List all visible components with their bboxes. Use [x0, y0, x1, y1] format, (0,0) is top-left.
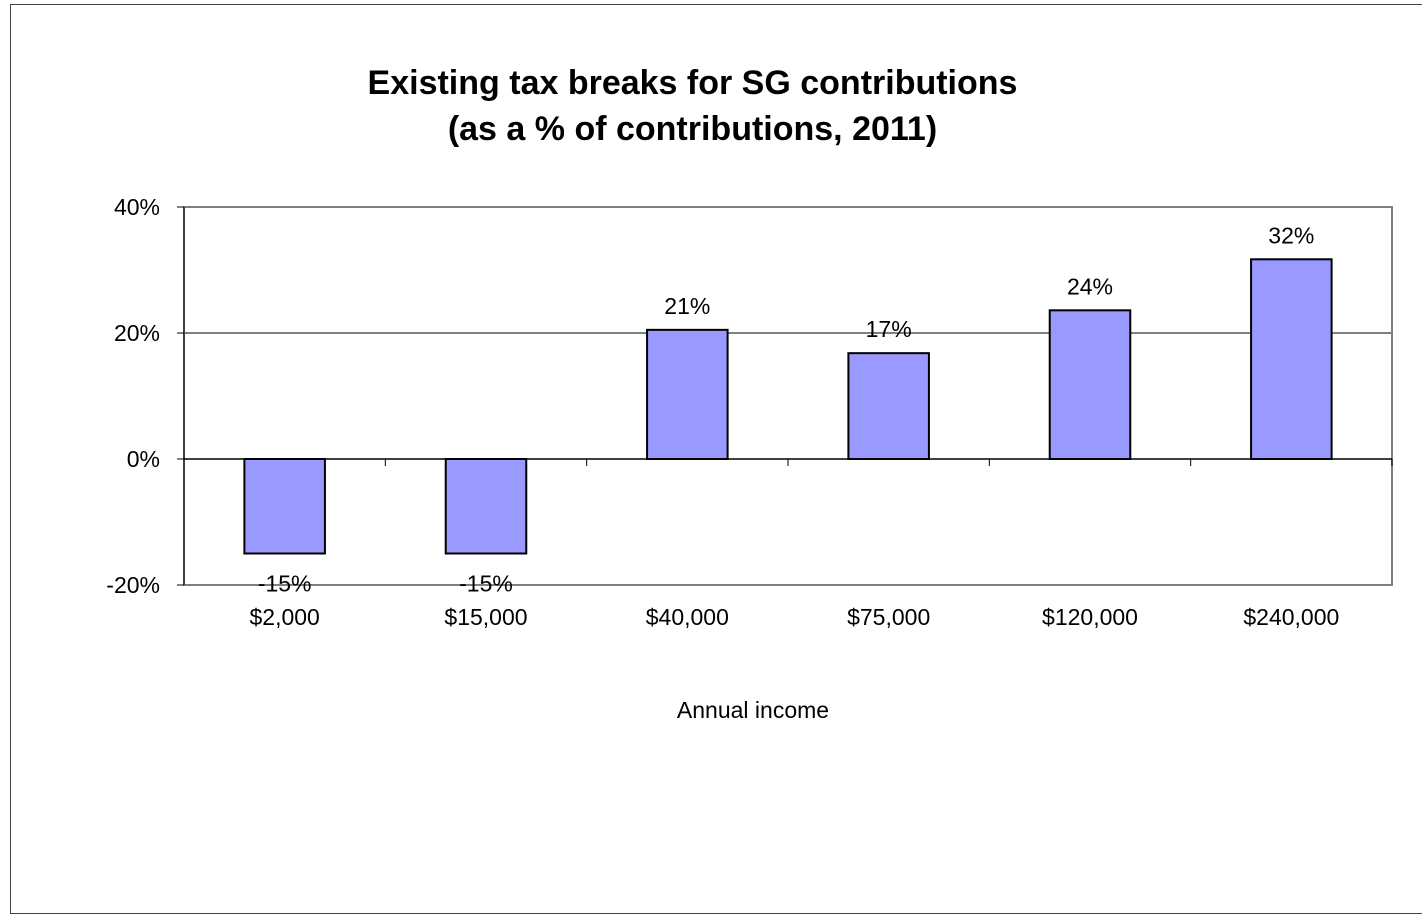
- bar-2000: [243, 458, 326, 555]
- gridlines: [184, 332, 1392, 460]
- x-tick-label: $2,000: [249, 604, 319, 630]
- bar-75000: [847, 352, 930, 460]
- y-tick-label: 20%: [114, 320, 160, 346]
- bar-240000: [1250, 258, 1333, 461]
- x-tick-label: $75,000: [847, 604, 930, 630]
- bars: [243, 258, 1333, 555]
- axes: -20% 0% 20% 40%: [106, 194, 1393, 598]
- y-tick-label: 40%: [114, 194, 160, 220]
- data-labels: $2,000 -15% $15,000 -15% $40,000 21% $75,000 17…: [249, 222, 1339, 630]
- x-tick-label: $240,000: [1243, 604, 1339, 630]
- data-label: 17%: [866, 316, 912, 342]
- x-tick-label: $120,000: [1042, 604, 1138, 630]
- y-tick-label: -20%: [106, 572, 160, 598]
- chart-title-block: Existing tax breaks for SG contributions…: [0, 60, 1385, 152]
- chart-subtitle: (as a % of contributions, 2011): [447, 110, 938, 148]
- bar-15000: [444, 458, 528, 555]
- y-tick-label: 0%: [127, 446, 160, 472]
- data-label: 32%: [1268, 222, 1314, 248]
- data-label: -15%: [459, 571, 513, 597]
- chart-title: Existing tax breaks for SG contributions: [367, 64, 1018, 102]
- bar-40000: [646, 328, 729, 460]
- plot-area-border: [183, 206, 1393, 586]
- data-label: 21%: [664, 293, 710, 319]
- x-tick-label: $15,000: [444, 604, 527, 630]
- x-axis-title: Annual income: [677, 697, 829, 723]
- bar-120000: [1048, 309, 1132, 460]
- x-tick-label: $40,000: [646, 604, 729, 630]
- data-label: -15%: [258, 571, 312, 597]
- data-label: 24%: [1067, 273, 1113, 299]
